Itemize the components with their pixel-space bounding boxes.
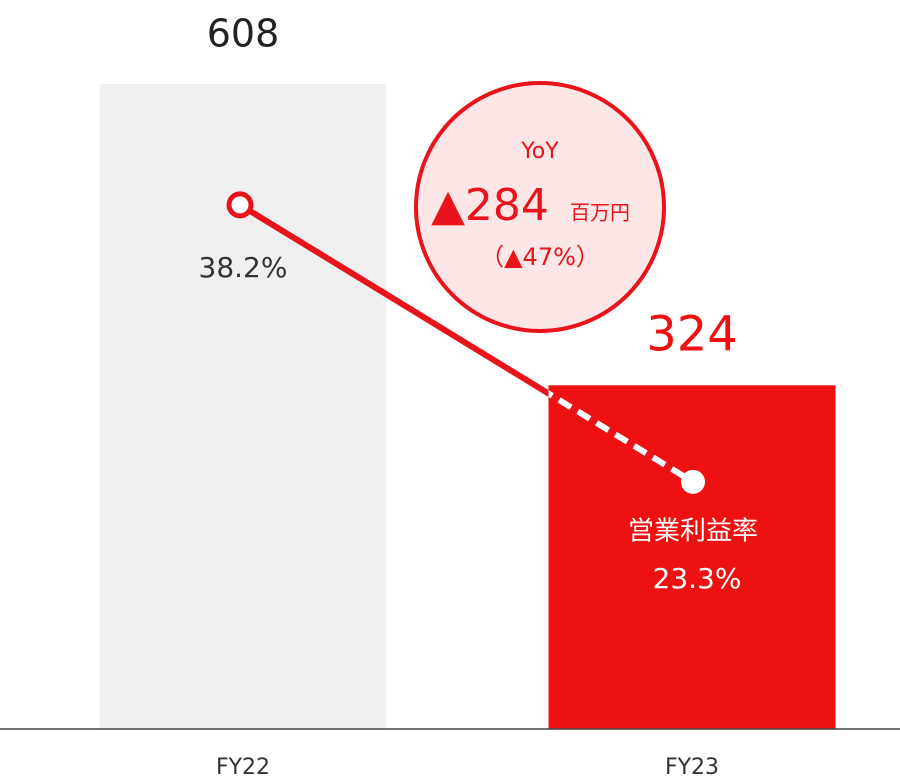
line-dash: [548, 389, 695, 485]
overlay: 38.2% 23.3% 営業利益率: [199, 191, 758, 595]
line-point: [226, 191, 254, 219]
line-value-label: 23.3%: [653, 562, 742, 595]
bar-value-label: 324: [646, 306, 738, 362]
yoy-annotation: YoY ▲284 百万円 （▲47%）: [414, 81, 666, 333]
bar-value-label: 608: [207, 12, 280, 56]
annotation-unit: 百万円: [570, 201, 630, 225]
line-value-label: 38.2%: [199, 251, 288, 284]
annotation-title: YoY: [520, 139, 559, 164]
x-tick-label: FY22: [216, 755, 270, 780]
annotation-percent: （▲47%）: [480, 243, 600, 271]
x-tick-label: FY23: [665, 755, 719, 780]
series-label: 営業利益率: [628, 516, 758, 546]
line-point: [681, 469, 705, 494]
bar: [99, 84, 387, 729]
annotation-circle: [414, 81, 666, 333]
bars: 608 324: [99, 12, 836, 729]
annotation-change: ▲284: [431, 180, 549, 231]
bar: [548, 385, 836, 729]
